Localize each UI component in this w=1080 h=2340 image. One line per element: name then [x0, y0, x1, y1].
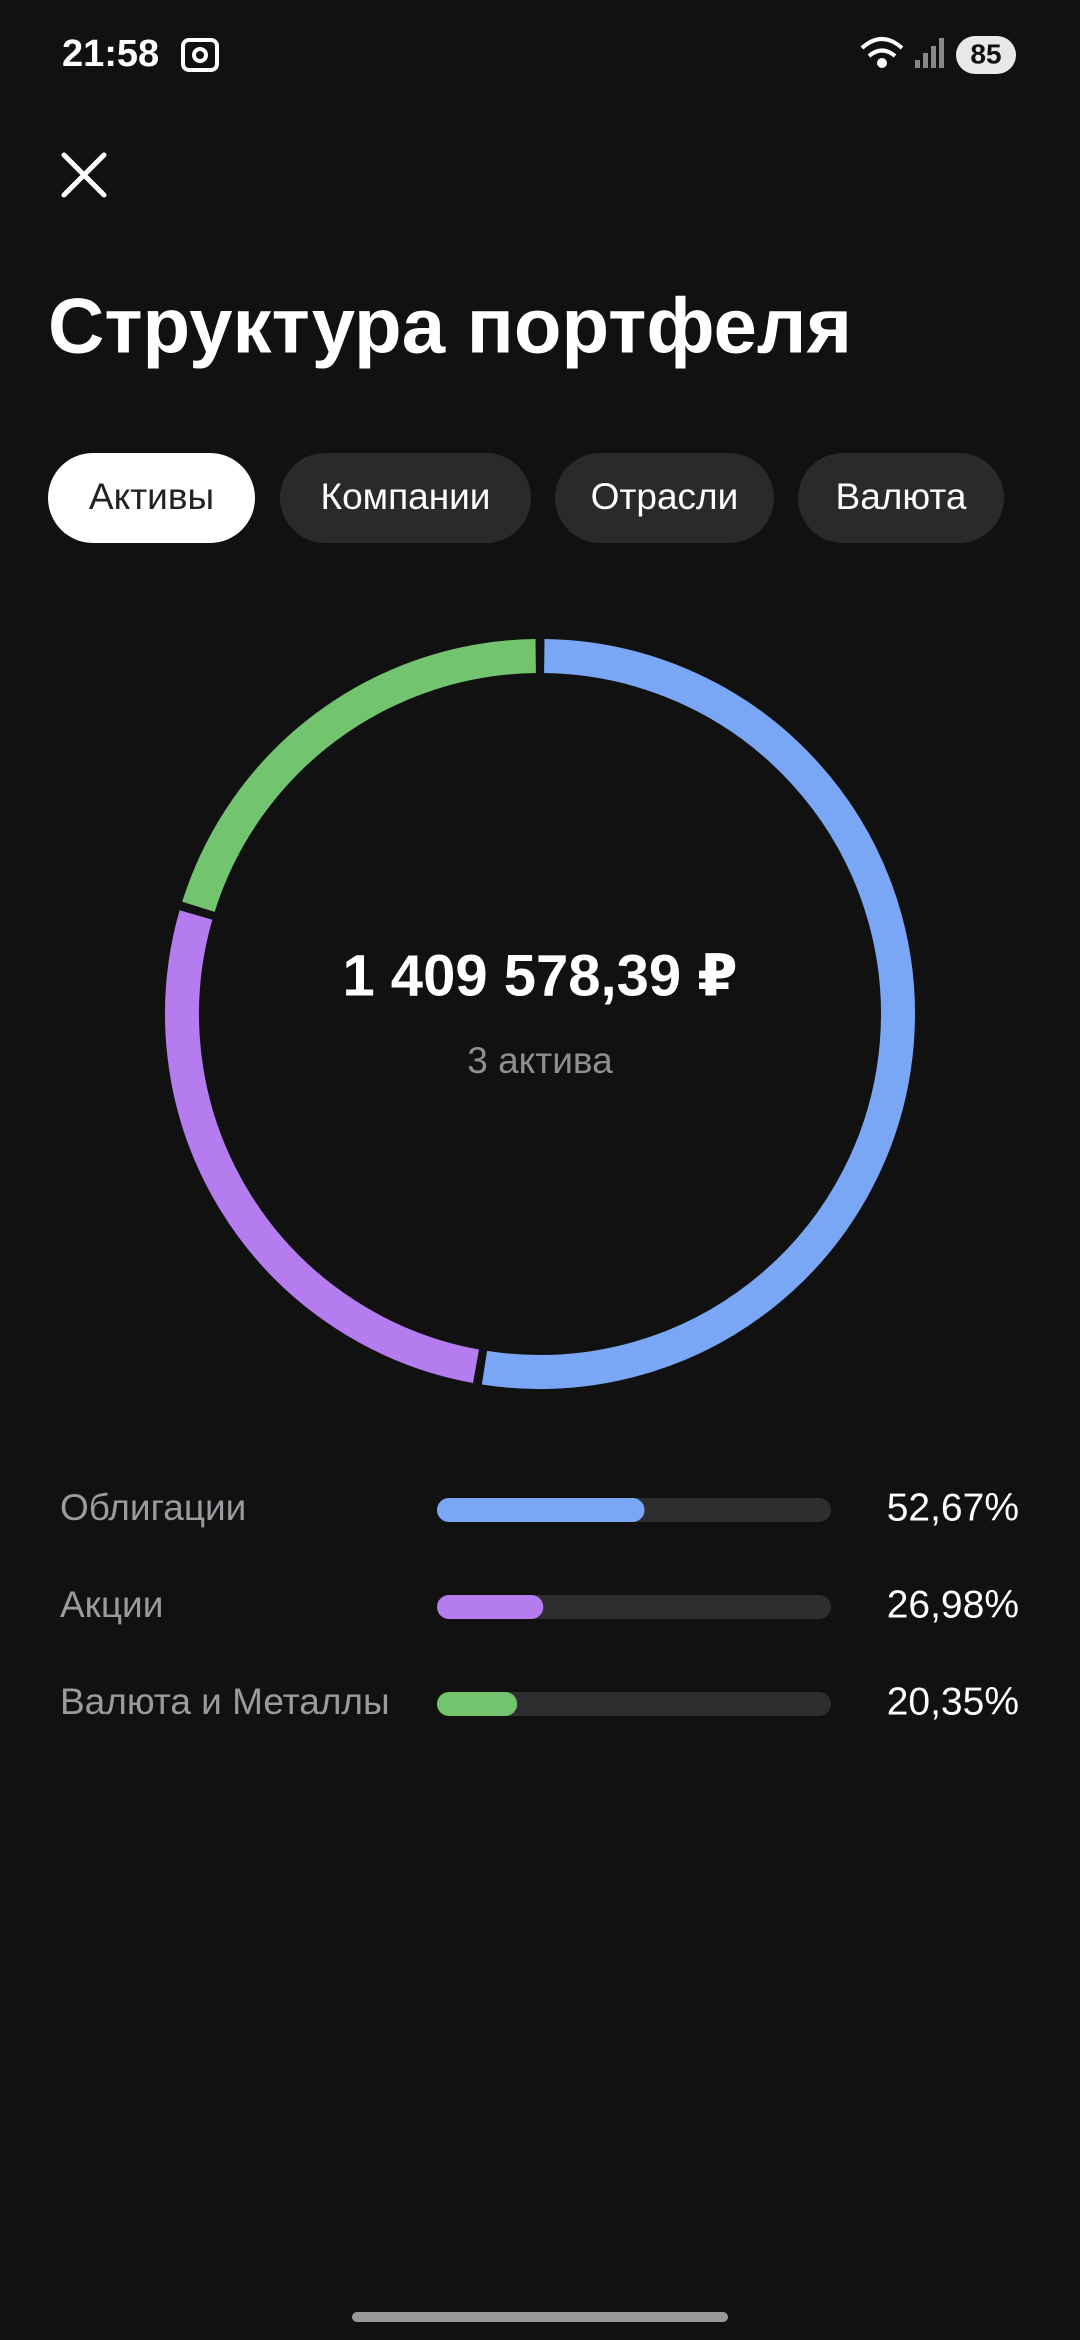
screenshot-icon: [181, 38, 219, 72]
legend-label: Акции: [60, 1584, 163, 1625]
tabs: Активы Компании Отрасли Валюта: [48, 453, 1004, 543]
bar: [437, 1595, 544, 1619]
status-time: 21:58: [62, 33, 159, 75]
value-label: 20,35%: [887, 1680, 1019, 1723]
tab[interactable]: [555, 453, 774, 543]
home-indicator: [352, 2312, 728, 2322]
value-label: 52,67%: [887, 1486, 1019, 1529]
donut-chart: [165, 639, 915, 1389]
tab-label: Валюта: [836, 476, 967, 517]
tab[interactable]: [280, 453, 531, 543]
tab-label: Активы: [89, 476, 214, 517]
legend: Облигации 52,67% Акции 26,98% Валюта и Метал…: [60, 1486, 1019, 1723]
close-button[interactable]: [61, 152, 107, 198]
bar: [437, 1692, 518, 1716]
value-label: 26,98%: [887, 1583, 1019, 1626]
tab-label: Компании: [321, 476, 491, 517]
tab-label: Отрасли: [591, 476, 739, 517]
tab[interactable]: [798, 453, 1004, 543]
donut-segment: [165, 910, 480, 1383]
legend-label: Валюта и Металлы: [60, 1681, 390, 1722]
signal-icon: [915, 38, 944, 68]
bar: [437, 1498, 645, 1522]
donut-segment: [481, 639, 915, 1389]
battery: [956, 36, 1016, 74]
total-value: 1 409 578,39 ₽: [342, 943, 737, 1008]
bar-track: [437, 1692, 831, 1716]
legend-label: Облигации: [60, 1487, 246, 1528]
page-title: Структура портфеля: [48, 282, 852, 370]
tab[interactable]: [48, 453, 255, 543]
battery-level: 85: [970, 38, 1001, 69]
donut-segment: [182, 639, 536, 912]
asset-count: 3 актива: [467, 1040, 613, 1081]
wifi-icon: [860, 37, 904, 68]
